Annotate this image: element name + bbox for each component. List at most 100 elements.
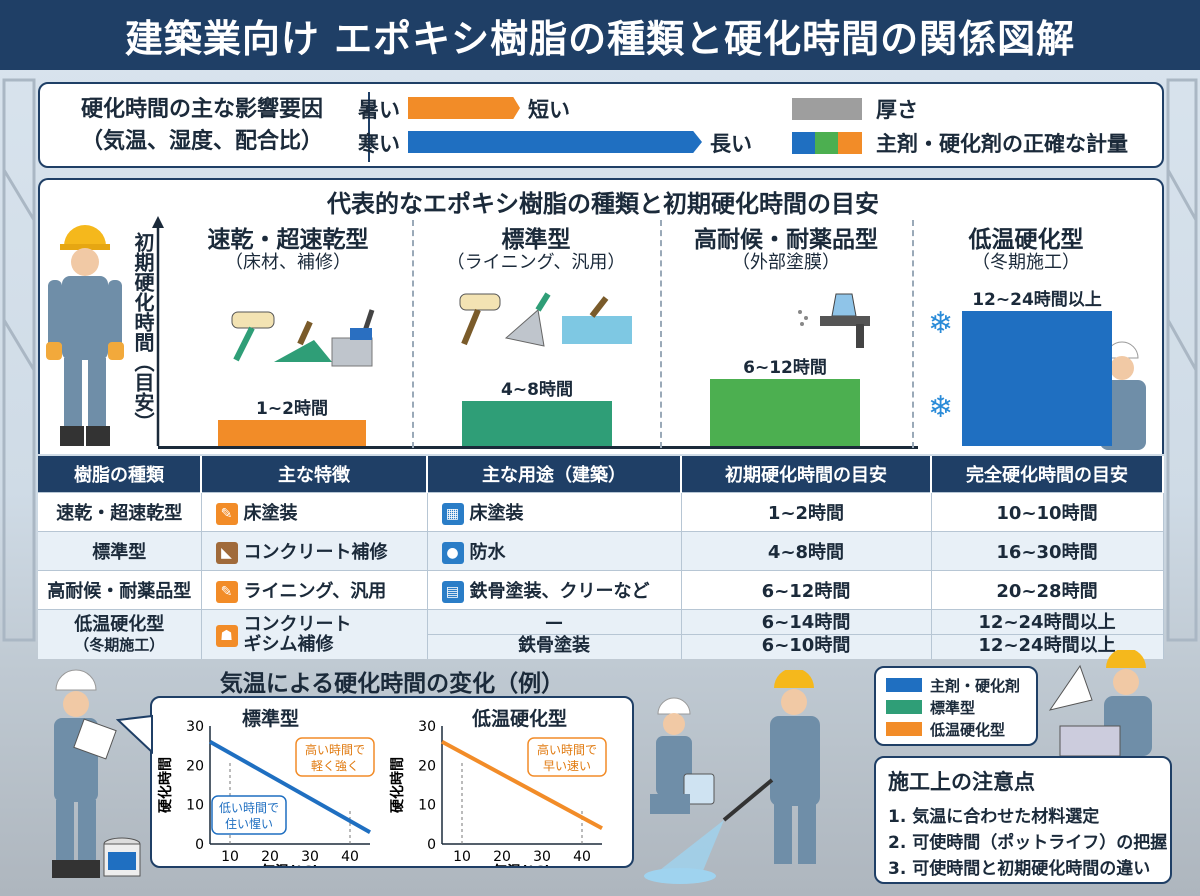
chart-x-axis (158, 446, 918, 449)
legend-swatch-1 (886, 700, 922, 714)
resin-table: 樹脂の種類 主な特徴 主な用途（建築） 初期硬化時間の目安 完全硬化時間の目安 … (38, 456, 1164, 659)
temp-callout-low-text-0: 低い時間で (219, 801, 279, 815)
factor-hot-bar (408, 97, 520, 119)
cell-use-text: 防水 (469, 542, 506, 563)
factors-title-line1: 硬化時間の主な影響要因 (80, 97, 323, 122)
temp-xtick-1: 40 (573, 849, 591, 865)
temp-callout-text-1: 高い時間で (537, 742, 597, 757)
temp-ylabel-1: 硬化時間 (389, 757, 406, 813)
cell-full: 12~24時間以上 12~24時間以上 (931, 609, 1164, 659)
temp-xtick-1: 30 (533, 849, 551, 865)
cell-type: 標準型 (38, 531, 202, 571)
factor-short: 短い (528, 98, 570, 122)
workers-spraying-illustration (644, 670, 820, 884)
cat-sub-1: （ライニング、汎用） (446, 252, 626, 273)
worker-clipboard-illustration (52, 669, 117, 878)
temp-callout-text2-0: 軽く強く (311, 759, 359, 773)
temp-callout-low-text2-0: 住い惺い (225, 816, 273, 831)
cell-use-text-2: 鉄骨塗装 (518, 635, 590, 656)
factors-title-line2: （気温、湿度、配合比） (80, 129, 323, 154)
cell-initial-2: 6~10時間 (761, 635, 851, 656)
cell-feature: ☗ コンクリート ギシム補修 (201, 609, 428, 659)
cell-use: ▤ 鉄骨塗装、クリーなど (427, 570, 682, 610)
chart-ylabel: 初期硬化時間（目安） (131, 232, 155, 432)
cell-use: — 鉄骨塗装 (427, 609, 682, 659)
bar-label-0: 1~2時間 (256, 399, 328, 419)
bar-label-3: 12~24時間以上 (972, 290, 1102, 310)
temp-series-line-1 (441, 739, 603, 831)
legend-label-2: 低温硬化型 (930, 721, 1006, 739)
cell-full: 16~30時間 (931, 531, 1164, 571)
factor-hot: 暑い (358, 98, 400, 122)
factors-panel: 硬化時間の主な影響要因 （気温、湿度、配合比） 暑い 短い 寒い 長い 厚さ 主… (38, 82, 1164, 168)
table-row: 標準型 ◣ コンクリート補修 ● 防水 4~8時間 16~30時間 (38, 531, 1164, 571)
cat-title-3: 低温硬化型 (968, 227, 1084, 253)
factor-thickness-bar (792, 98, 862, 120)
background-scaffold (2, 78, 1198, 642)
factor-ratio-bar (792, 132, 862, 154)
header-banner: 建築業向け エポキシ樹脂の種類と硬化時間の関係図解 (0, 0, 1200, 70)
speech-pointer (116, 714, 153, 754)
factor-cold: 寒い (358, 132, 400, 156)
temp-callout-0 (295, 737, 375, 777)
snowflake-icon: ❄ (928, 306, 954, 341)
temp-chart-title-1: 低温硬化型 (472, 708, 568, 730)
bar-2 (710, 378, 860, 446)
bar-label-1: 4~8時間 (501, 380, 573, 400)
note-item-2: 2. 可使時間（ポットライフ）の把握 (888, 833, 1168, 853)
temp-xlabel-0: 気温(℃) (261, 863, 319, 866)
steel-beam-icon: ▤ (441, 581, 464, 603)
temp-xlabel-1: 気温(℃) (493, 863, 551, 866)
cat-sub-3: （冬期施工） (972, 252, 1080, 273)
cell-initial-1: 6~14時間 (681, 612, 931, 635)
temp-xtick-1: 10 (453, 849, 471, 865)
cell-full: 10~10時間 (931, 492, 1164, 532)
factor-ratio: 主剤・硬化剤の正確な計量 (876, 132, 1128, 156)
building-icon: ▦ (441, 503, 464, 525)
roller-trowel-float-icon (459, 292, 632, 347)
cell-feature-text: コンクリート補修 (243, 542, 388, 563)
factors-title: 硬化時間の主な影響要因 （気温、湿度、配合比） (52, 94, 352, 158)
cat-sub-2: （外部塗膜） (732, 252, 840, 273)
temp-ylabel-0: 硬化時間 (157, 757, 174, 813)
temp-xtick-0: 10 (221, 849, 239, 865)
bar-3 (962, 311, 1112, 446)
cell-use: ● 防水 (427, 531, 682, 571)
cell-full-1: 12~24時間以上 (931, 612, 1163, 635)
table-row: 高耐候・耐薬品型 ✎ ライニング、汎用 ▤ 鉄骨塗装、クリーなど 6~12時間 20… (38, 570, 1164, 610)
chart-title: 代表的なエポキシ樹脂の種類と初期硬化時間の目安 (327, 190, 879, 218)
notes-panel: 施工上の注意点 1. 気温に合わせた材料選定 2. 可使時間（ポットライフ）の把… (874, 756, 1172, 884)
cell-feature: ✎ 床塗装 (201, 492, 428, 532)
temp-title: 気温による硬化時間の変化（例） (219, 671, 565, 697)
cell-full-2: 12~24時間以上 (978, 635, 1116, 656)
table-row: 速乾・超速乾型 ✎ 床塗装 ▦ 床塗装 1~2時間 10~10時間 (38, 492, 1164, 532)
temp-xtick-1: 20 (493, 849, 511, 865)
chart-y-axis (152, 216, 164, 446)
cell-feature-text: 床塗装 (243, 503, 298, 524)
factors-divider (368, 92, 370, 162)
cat-title-2: 高耐候・耐薬品型 (694, 227, 878, 253)
cell-use-text: 床塗装 (469, 503, 524, 524)
temp-panel: 標準型 低温硬化型 0 10 20 30 10 20 30 40 気温(℃) 硬化時間 高い時間で軽… (150, 696, 634, 868)
table-row: 低温硬化型 （冬期施工） ☗ コンクリート ギシム補修 — 鉄骨塗装 6~14時間 6~1… (38, 609, 1164, 659)
cell-type: 高耐候・耐薬品型 (38, 570, 202, 610)
th-feature: 主な特徴 (201, 456, 428, 493)
temp-chart-title-0: 標準型 (242, 708, 300, 730)
temp-xtick-0: 30 (301, 849, 319, 865)
temp-series-line-0 (209, 739, 371, 834)
worker-laptop-illustration (1048, 650, 1152, 757)
temp-ytick-0: 20 (186, 758, 204, 774)
cat-title-0: 速乾・超速乾型 (207, 227, 369, 253)
cell-use: ▦ 床塗装 (427, 492, 682, 532)
temp-xtick-0: 40 (341, 849, 359, 865)
cat-sub-0: （床材、補修） (225, 252, 351, 273)
cell-initial: 4~8時間 (681, 531, 932, 571)
factor-long: 長い (710, 132, 752, 156)
cat-title-1: 標準型 (501, 227, 571, 253)
roller-trowel-brush-icon (231, 309, 375, 367)
col-sep-1 (412, 220, 414, 448)
temp-callout-1 (527, 737, 607, 777)
cell-initial: 1~2時間 (681, 492, 932, 532)
legend-label-1: 標準型 (930, 699, 976, 717)
page-title: 建築業向け エポキシ樹脂の種類と硬化時間の関係図解 (124, 16, 1076, 61)
